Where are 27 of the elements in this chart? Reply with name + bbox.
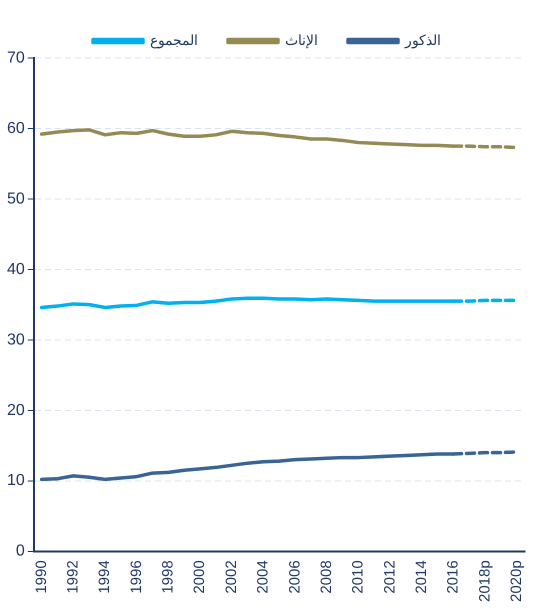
x-tick-label: 2002 (222, 560, 240, 594)
x-tick-label: 1994 (96, 560, 114, 594)
y-tick-label: 70 (7, 49, 25, 66)
y-tick-label: 20 (7, 402, 25, 419)
x-tick-label: 2008 (318, 560, 335, 594)
x-tick-label: 2010 (350, 560, 367, 594)
legend-label: المجموع (150, 32, 198, 49)
x-tick-label: 2012 (381, 560, 398, 594)
y-tick-label: 30 (7, 331, 25, 348)
legend-label: الذكور (404, 32, 441, 49)
x-tick-label: 2000 (191, 560, 208, 594)
x-tick-label: 2006 (286, 560, 304, 594)
y-tick-label: 60 (7, 120, 25, 137)
x-tick-label: 2016 (444, 560, 462, 594)
x-tick-label: 2004 (254, 560, 272, 594)
y-tick-label: 10 (7, 472, 25, 490)
x-tick-label: 2014 (412, 560, 430, 594)
x-tick-label: 1996 (128, 560, 145, 594)
x-tick-label: 2018p (476, 560, 494, 602)
x-tick-label: 1992 (64, 560, 82, 594)
x-tick-label: 2020p (508, 560, 526, 602)
x-tick-label: 1998 (160, 560, 177, 594)
y-tick-label: 50 (7, 190, 25, 208)
x-tick-label: 1990 (32, 560, 50, 594)
legend-label: الإناث (285, 32, 318, 49)
y-tick-label: 0 (16, 542, 25, 560)
y-tick-label: 40 (7, 260, 25, 278)
